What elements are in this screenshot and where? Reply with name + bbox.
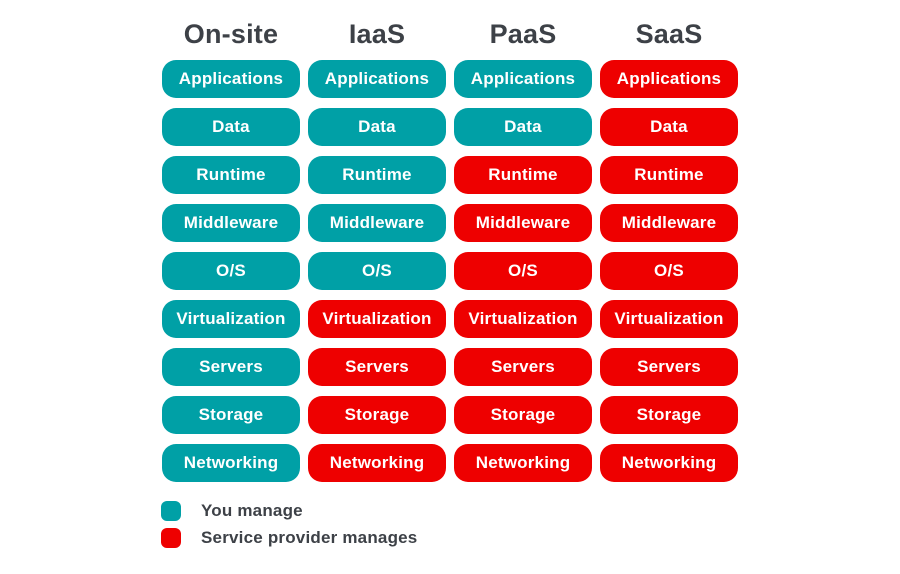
layer-pill-storage: Storage — [162, 396, 300, 434]
layer-pill-middleware: Middleware — [162, 204, 300, 242]
layer-pill-data: Data — [308, 108, 446, 146]
layer-pill-storage: Storage — [454, 396, 592, 434]
service-model-grid: On-site Applications Data Runtime Middleware… — [162, 8, 738, 492]
layer-pill-networking: Networking — [454, 444, 592, 482]
legend-swatch-provider-manages — [161, 527, 181, 548]
cloud-service-models-diagram: On-site Applications Data Runtime Middleware… — [162, 8, 738, 492]
layer-pill-virtualization: Virtualization — [454, 300, 592, 338]
layer-pill-o-s: O/S — [308, 252, 446, 290]
layer-pill-runtime: Runtime — [454, 156, 592, 194]
layer-pill-networking: Networking — [600, 444, 738, 482]
layer-pill-servers: Servers — [162, 348, 300, 386]
layer-pill-runtime: Runtime — [600, 156, 738, 194]
column-header-paas: PaaS — [489, 18, 557, 49]
layer-pill-virtualization: Virtualization — [600, 300, 738, 338]
layer-pill-storage: Storage — [308, 396, 446, 434]
layer-pill-o-s: O/S — [162, 252, 300, 290]
layer-pill-o-s: O/S — [600, 252, 738, 290]
layer-pill-data: Data — [454, 108, 592, 146]
layer-pill-runtime: Runtime — [162, 156, 300, 194]
layer-pill-applications: Applications — [454, 60, 592, 98]
legend-label-you-manage: You manage — [201, 500, 303, 520]
layer-pill-middleware: Middleware — [308, 204, 446, 242]
layer-pill-storage: Storage — [600, 396, 738, 434]
column-saas: SaaS Applications Data Runtime Middleware O/S… — [600, 8, 738, 492]
layer-pill-servers: Servers — [600, 348, 738, 386]
layer-pill-applications: Applications — [162, 60, 300, 98]
layer-pill-applications: Applications — [308, 60, 446, 98]
layer-pill-virtualization: Virtualization — [308, 300, 446, 338]
layer-pill-middleware: Middleware — [600, 204, 738, 242]
column-header-saas: SaaS — [635, 18, 703, 49]
column-iaas: IaaS Applications Data Runtime Middleware O/S… — [308, 8, 446, 492]
column-on-site: On-site Applications Data Runtime Middleware… — [162, 8, 300, 492]
layer-pill-virtualization: Virtualization — [162, 300, 300, 338]
column-header-iaas: IaaS — [348, 18, 406, 49]
legend-swatch-you-manage — [161, 500, 181, 521]
legend-item-you-manage: You manage — [161, 500, 417, 521]
column-paas: PaaS Applications Data Runtime Middleware O/S… — [454, 8, 592, 492]
layer-pill-middleware: Middleware — [454, 204, 592, 242]
layer-pill-servers: Servers — [308, 348, 446, 386]
legend-label-provider-manages: Service provider manages — [201, 527, 418, 547]
layer-pill-o-s: O/S — [454, 252, 592, 290]
legend-item-provider-manages: Service provider manages — [161, 527, 417, 548]
legend: You manage Service provider manages — [161, 500, 417, 554]
layer-pill-servers: Servers — [454, 348, 592, 386]
layer-pill-applications: Applications — [600, 60, 738, 98]
column-header-on-site: On-site — [183, 18, 279, 49]
layer-pill-runtime: Runtime — [308, 156, 446, 194]
layer-pill-networking: Networking — [308, 444, 446, 482]
layer-pill-data: Data — [600, 108, 738, 146]
layer-pill-networking: Networking — [162, 444, 300, 482]
layer-pill-data: Data — [162, 108, 300, 146]
